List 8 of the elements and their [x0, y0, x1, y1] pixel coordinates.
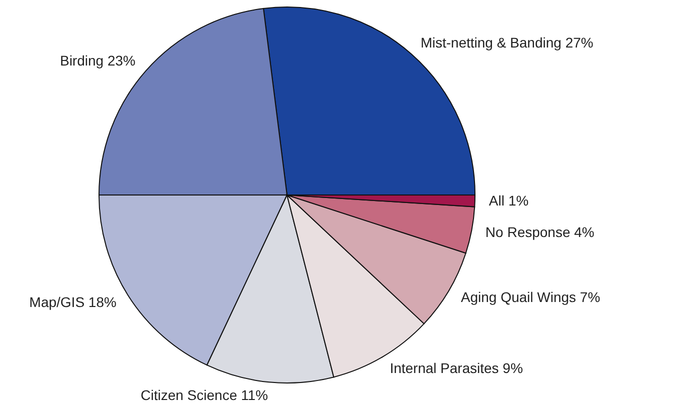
slice-label: No Response 4%: [485, 224, 594, 240]
slice-label: Mist-netting & Banding 27%: [420, 34, 594, 50]
slice-label: Aging Quail Wings 7%: [460, 288, 600, 305]
slice-label: Birding 23%: [60, 52, 136, 68]
slice-label: Citizen Science 11%: [140, 387, 268, 404]
slice-label: Map/GIS 18%: [29, 294, 116, 310]
slice-label: Internal Parasites 9%: [390, 360, 523, 376]
slice-label: All 1%: [488, 192, 529, 208]
